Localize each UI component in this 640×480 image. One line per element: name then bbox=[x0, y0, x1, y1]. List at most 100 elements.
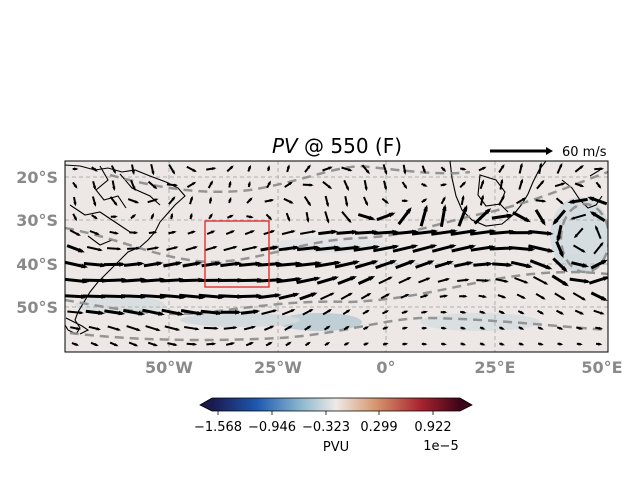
wind-vector-head bbox=[268, 216, 273, 221]
wind-vector bbox=[470, 229, 494, 236]
wind-vector-head bbox=[94, 342, 99, 346]
wind-vector-head bbox=[524, 217, 531, 223]
wind-vector-head bbox=[442, 342, 447, 346]
wind-vector-head bbox=[152, 231, 158, 235]
wind-vector-head bbox=[334, 260, 342, 266]
wind-vector-head bbox=[501, 194, 505, 200]
wind-vector-head bbox=[154, 246, 160, 250]
wind-vector-head bbox=[132, 186, 136, 192]
wind-vector-head bbox=[486, 261, 494, 267]
wind-vector-head bbox=[150, 212, 154, 218]
wind-vector-head bbox=[171, 170, 176, 175]
wind-vector-head bbox=[267, 180, 271, 185]
wind-vector-head bbox=[482, 166, 487, 170]
wind-vector-head bbox=[153, 198, 159, 202]
wind-vector-head bbox=[600, 311, 605, 315]
wind-vector-head bbox=[463, 294, 468, 298]
wind-vector-head bbox=[578, 342, 583, 346]
wind-vector-head bbox=[228, 180, 232, 186]
wind-vector-head bbox=[597, 184, 602, 189]
wind-vector-head bbox=[559, 162, 563, 168]
wind-vector-head bbox=[595, 225, 599, 230]
map-frame bbox=[64, 160, 609, 353]
wind-vector-head bbox=[602, 276, 608, 281]
wind-vector-head bbox=[423, 326, 428, 330]
wind-vector-head bbox=[384, 342, 389, 346]
wind-vector-head bbox=[345, 202, 349, 208]
wind-vector-head bbox=[570, 216, 575, 220]
wind-vector-head bbox=[76, 232, 81, 236]
wind-vector bbox=[392, 230, 417, 236]
wind-vector-head bbox=[403, 342, 409, 346]
wind-vector-head bbox=[247, 180, 251, 186]
wind-vector-head bbox=[345, 186, 349, 192]
wind-vector-head bbox=[328, 166, 333, 170]
wind-vector-head bbox=[331, 229, 338, 235]
wind-vector-head bbox=[332, 276, 339, 281]
wind-vector-head bbox=[173, 342, 178, 346]
wind-vector-head bbox=[212, 167, 217, 171]
wind-vector-head bbox=[233, 326, 238, 330]
wind-vectors bbox=[65, 162, 608, 347]
wind-vector-head bbox=[504, 279, 509, 283]
wind-vector-head bbox=[268, 341, 273, 346]
wind-vector bbox=[159, 293, 184, 299]
wind-vector-head bbox=[573, 234, 578, 239]
gridlines bbox=[65, 161, 608, 352]
lon-label-0: 0° bbox=[376, 358, 395, 377]
wind-vector-head bbox=[541, 296, 546, 300]
wind-vector-head bbox=[289, 200, 294, 204]
colorbar-tick-3: −0.323 bbox=[302, 420, 350, 435]
wind-vector-head bbox=[327, 185, 333, 190]
wind-vector-head bbox=[113, 343, 119, 347]
wind-vector-head bbox=[581, 297, 587, 301]
wind-vector-head bbox=[466, 261, 474, 266]
lat-label-30s: 30°S bbox=[16, 211, 58, 230]
wind-vector-head bbox=[118, 310, 126, 316]
wind-vector-head bbox=[392, 244, 400, 250]
wind-vector bbox=[101, 278, 126, 283]
wind-vector-head bbox=[131, 214, 137, 218]
wind-vector-head bbox=[193, 246, 198, 250]
wind-vector-head bbox=[309, 309, 314, 313]
wind-vector-head bbox=[270, 230, 276, 234]
wind-vector-head bbox=[269, 325, 275, 329]
wind-vector bbox=[528, 244, 553, 253]
wind-vector-head bbox=[211, 342, 217, 346]
wind-vector-head bbox=[424, 294, 429, 298]
quiver-key-arrowhead bbox=[546, 147, 553, 155]
wind-vector-head bbox=[325, 202, 329, 208]
wind-vector-head bbox=[519, 326, 525, 330]
wind-vector-head bbox=[482, 294, 488, 298]
wind-vector-head bbox=[173, 183, 179, 187]
wind-vector-head bbox=[522, 197, 527, 201]
wind-vector-head bbox=[290, 309, 296, 313]
wind-vector-head bbox=[272, 245, 280, 251]
wind-vector-head bbox=[325, 341, 331, 346]
wind-vector-head bbox=[191, 230, 196, 234]
wind-vector-head bbox=[171, 196, 176, 201]
wind-vector-head bbox=[384, 310, 390, 314]
wind-vector bbox=[489, 230, 514, 236]
wind-vector bbox=[431, 229, 456, 236]
map-panel bbox=[64, 160, 609, 353]
wind-vector-head bbox=[151, 170, 155, 176]
wind-vector-head bbox=[348, 168, 353, 172]
wind-vector-head bbox=[113, 215, 118, 219]
wind-vector-head bbox=[189, 212, 193, 218]
wind-vector-head bbox=[500, 310, 506, 314]
wind-vector-head bbox=[307, 325, 312, 330]
lon-label-50e: 50°E bbox=[581, 358, 622, 377]
wind-vector bbox=[411, 229, 436, 236]
wind-vector-head bbox=[388, 276, 393, 280]
wind-vector-head bbox=[500, 342, 505, 346]
wind-vector-head bbox=[404, 294, 410, 298]
wind-vector-head bbox=[288, 325, 293, 329]
wind-vector-head bbox=[81, 263, 89, 269]
wind-vector-head bbox=[587, 196, 595, 202]
wind-vector-head bbox=[133, 343, 139, 347]
wind-vector-head bbox=[326, 219, 330, 224]
wind-vector-head bbox=[175, 327, 181, 331]
wind-vector-head bbox=[353, 260, 360, 265]
wind-vector-head bbox=[192, 168, 197, 173]
